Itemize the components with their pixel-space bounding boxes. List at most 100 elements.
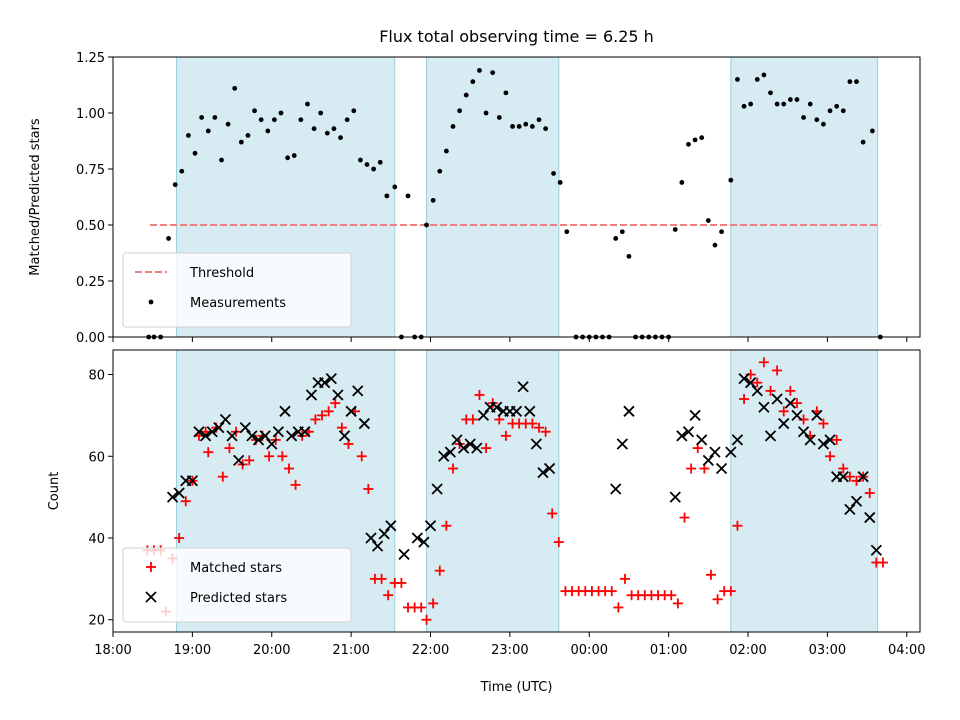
measurement-point [371,166,377,172]
measurement-point [219,157,224,163]
predicted-star-marker [338,430,351,442]
matched-star-marker [376,573,387,584]
measurement-point [686,141,691,147]
predicted-star-marker [385,520,397,532]
x-tick-label: 18:00 [94,643,131,658]
predicted-star-marker [751,385,763,397]
matched-star-marker [613,602,624,613]
predicted-star-marker [837,471,849,483]
measurement-point [543,126,549,132]
predicted-star-marker [272,426,285,438]
matched-star-marker [758,357,769,368]
measurement-point [338,135,343,141]
matched-star-marker [336,422,347,433]
measurement-point [405,193,411,199]
predicted-star-marker [451,434,463,446]
measurement-point [186,133,191,138]
legend-matched-swatch [146,562,156,572]
predicted-star-marker [669,491,681,503]
predicted-star-marker [537,466,549,479]
matched-star-marker [831,434,842,445]
predicted-star-marker [623,405,635,417]
matched-star-marker [416,602,427,613]
predicted-star-marker [524,405,536,417]
measurement-point [619,229,625,235]
matched-star-marker [705,569,716,580]
predicted-star-marker [510,405,523,417]
matched-star-marker [363,483,374,494]
predicted-star-marker [457,442,470,454]
predicted-star-marker [199,430,212,442]
measurement-point [557,180,563,185]
predicted-star-marker [285,430,298,442]
predicted-star-marker [689,409,701,422]
measurement-point [311,126,317,132]
x-tick-label: 03:00 [809,643,846,658]
predicted-star-marker [166,491,179,503]
measurement-point [536,117,542,123]
predicted-star-marker [850,495,863,507]
measurement-point [728,177,734,183]
measurement-point [774,101,780,107]
predicted-star-marker [418,536,430,548]
measurement-point [787,97,793,102]
measurement-point [272,117,277,123]
predicted-star-marker [870,544,882,556]
measurement-point [318,110,324,116]
y-tick-label: 60 [88,450,105,465]
measurement-point [781,101,787,107]
predicted-star-marker [219,413,232,426]
matched-star-marker [540,426,551,437]
measurement-point [626,253,632,259]
predicted-star-marker [715,462,728,475]
matched-star-marker [174,533,185,543]
y-tick-label: 80 [88,369,105,384]
measurement-point [470,79,476,85]
y-tick-label: 0.50 [76,219,105,234]
measurement-point [719,229,724,235]
matched-star-marker [732,520,743,531]
predicted-star-marker [797,426,810,438]
matched-star-marker [447,463,458,474]
matched-star-marker [323,406,334,417]
measurement-point [392,184,398,190]
predicted-star-marker [543,462,556,475]
measurement-point [827,108,833,114]
matched-star-marker [421,614,432,625]
predicted-star-marker [173,487,185,499]
measurement-point [424,222,429,228]
predicted-star-marker [764,430,777,442]
matched-star-marker [290,479,301,490]
legend-label: Predicted stars [190,591,287,606]
matched-star-marker [474,389,485,400]
measurement-point [357,157,363,163]
predicted-star-marker [193,426,205,438]
matched-star-marker [441,520,452,531]
measurement-point [291,153,297,158]
top-subplot: 0.00 0.25 0.50 0.75 1.00 1.25 Matched/Predicte… [28,51,921,346]
predicted-star-marker [702,454,714,466]
y-tick-label: 40 [88,532,105,547]
matched-star-marker [778,406,789,417]
measurement-point [807,101,813,107]
measurement-point [278,110,284,116]
predicted-star-marker [444,446,456,458]
measurement-point [814,117,820,123]
measurement-point [860,139,866,145]
measurement-point [840,108,846,114]
y-tick-label: 0.00 [76,331,105,346]
y-tick-label: 1.25 [76,51,105,66]
predicted-star-marker [778,417,790,430]
matched-star-marker [533,422,544,433]
matched-star-marker [203,447,214,458]
measurement-point [457,108,463,114]
legend-label: Measurements [190,296,286,311]
measurement-point [564,229,570,235]
predicted-star-marker [784,397,796,409]
matched-star-marker [712,594,723,605]
matched-star-marker [330,398,341,409]
measurement-point [225,121,231,127]
predicted-star-marker [246,430,258,442]
predicted-star-marker [517,381,529,393]
measurement-point [529,124,535,129]
